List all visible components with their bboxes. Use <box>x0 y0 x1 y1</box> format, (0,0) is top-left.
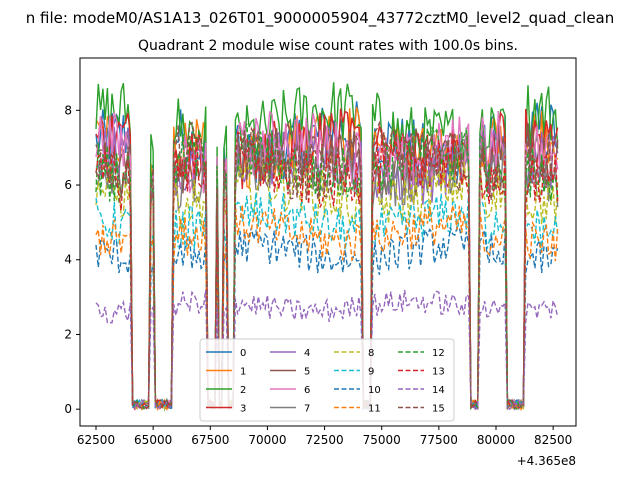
x-tick-label: 75000 <box>363 433 401 447</box>
x-tick-label: 80000 <box>477 433 515 447</box>
legend-label-5: 5 <box>304 367 310 378</box>
y-tick-label: 6 <box>64 178 72 192</box>
x-tick-label: 62500 <box>77 433 115 447</box>
x-tick-label: 82500 <box>534 433 572 447</box>
legend-box <box>199 338 455 422</box>
x-axis: 62500 65000 67500 70000 72500 75000 77500 80000… <box>77 426 572 447</box>
legend-label-0: 0 <box>240 348 246 359</box>
legend-label-12: 12 <box>432 348 445 359</box>
y-tick-label: 8 <box>64 103 72 117</box>
y-tick-label: 2 <box>64 327 72 341</box>
y-tick-label: 4 <box>64 253 72 267</box>
legend-label-11: 11 <box>368 404 381 415</box>
legend-label-2: 2 <box>240 385 246 396</box>
legend-label-9: 9 <box>368 367 374 378</box>
figure-suptitle: n file: modeM0/AS1A13_026T01_9000005904_… <box>26 9 615 28</box>
plot-area <box>95 82 559 412</box>
y-axis: 0 2 4 6 8 <box>64 103 80 416</box>
y-tick-label: 0 <box>64 402 72 416</box>
legend-label-14: 14 <box>432 385 445 396</box>
legend-label-3: 3 <box>240 404 246 415</box>
legend-label-4: 4 <box>304 348 310 359</box>
series-line-14 <box>95 289 559 412</box>
legend-label-1: 1 <box>240 367 246 378</box>
chart-title: Quadrant 2 module wise count rates with … <box>138 38 518 54</box>
x-tick-label: 72500 <box>305 433 343 447</box>
legend-label-10: 10 <box>368 385 381 396</box>
series-line-15 <box>95 120 559 411</box>
legend-label-13: 13 <box>432 367 445 378</box>
x-axis-offset-label: +4.365e8 <box>517 454 576 468</box>
legend-label-15: 15 <box>432 404 445 415</box>
series-line-13 <box>95 131 559 410</box>
legend-label-8: 8 <box>368 348 374 359</box>
legend-label-6: 6 <box>304 385 310 396</box>
legend-label-7: 7 <box>304 404 310 415</box>
x-tick-label: 77500 <box>420 433 458 447</box>
x-tick-label: 70000 <box>248 433 286 447</box>
x-tick-label: 67500 <box>191 433 229 447</box>
plot-frame <box>79 57 577 427</box>
x-tick-label: 65000 <box>134 433 172 447</box>
